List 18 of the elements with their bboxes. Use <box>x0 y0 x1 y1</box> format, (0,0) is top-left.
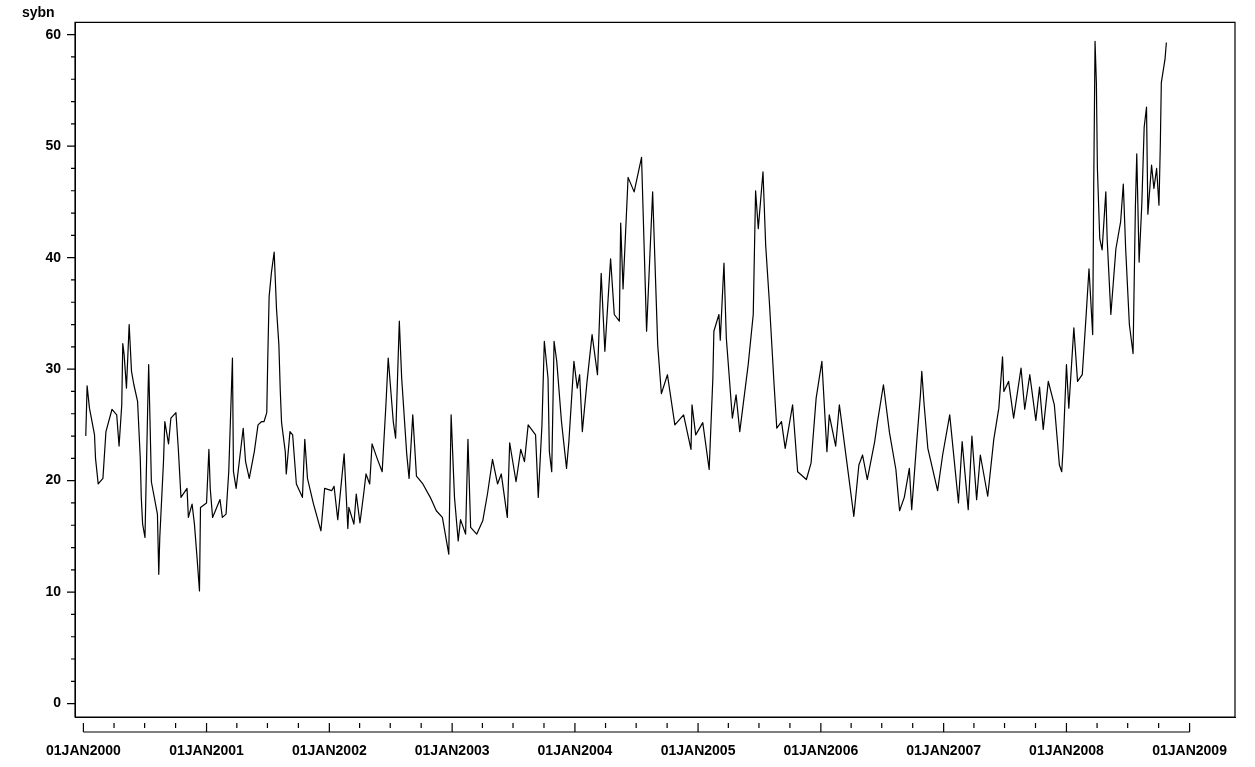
y-tick-label: 30 <box>45 360 62 376</box>
x-tick-label: 01JAN2004 <box>537 742 613 759</box>
y-tick-label: 50 <box>45 137 62 154</box>
x-tick-label: 01JAN2009 <box>1152 742 1228 759</box>
x-tick-label: 01JAN2002 <box>291 742 367 759</box>
x-tick-label: 01JAN2007 <box>906 742 982 759</box>
y-tick-label: 20 <box>45 471 62 488</box>
y-axis-title: sybn <box>22 4 55 21</box>
x-tick-label: 01JAN2006 <box>783 742 859 759</box>
y-tick-label: 60 <box>45 25 62 42</box>
x-tick-label: 01JAN2005 <box>660 742 736 759</box>
y-tick-label: 0 <box>53 694 62 711</box>
y-tick-label: 40 <box>45 248 62 265</box>
x-tick-label: 01JAN2000 <box>46 742 121 759</box>
x-tick-label: 01JAN2001 <box>169 742 245 759</box>
x-tick-label: 01JAN2008 <box>1029 742 1105 759</box>
y-tick-label: 10 <box>45 582 62 599</box>
x-tick-label: 01JAN2003 <box>414 742 490 759</box>
